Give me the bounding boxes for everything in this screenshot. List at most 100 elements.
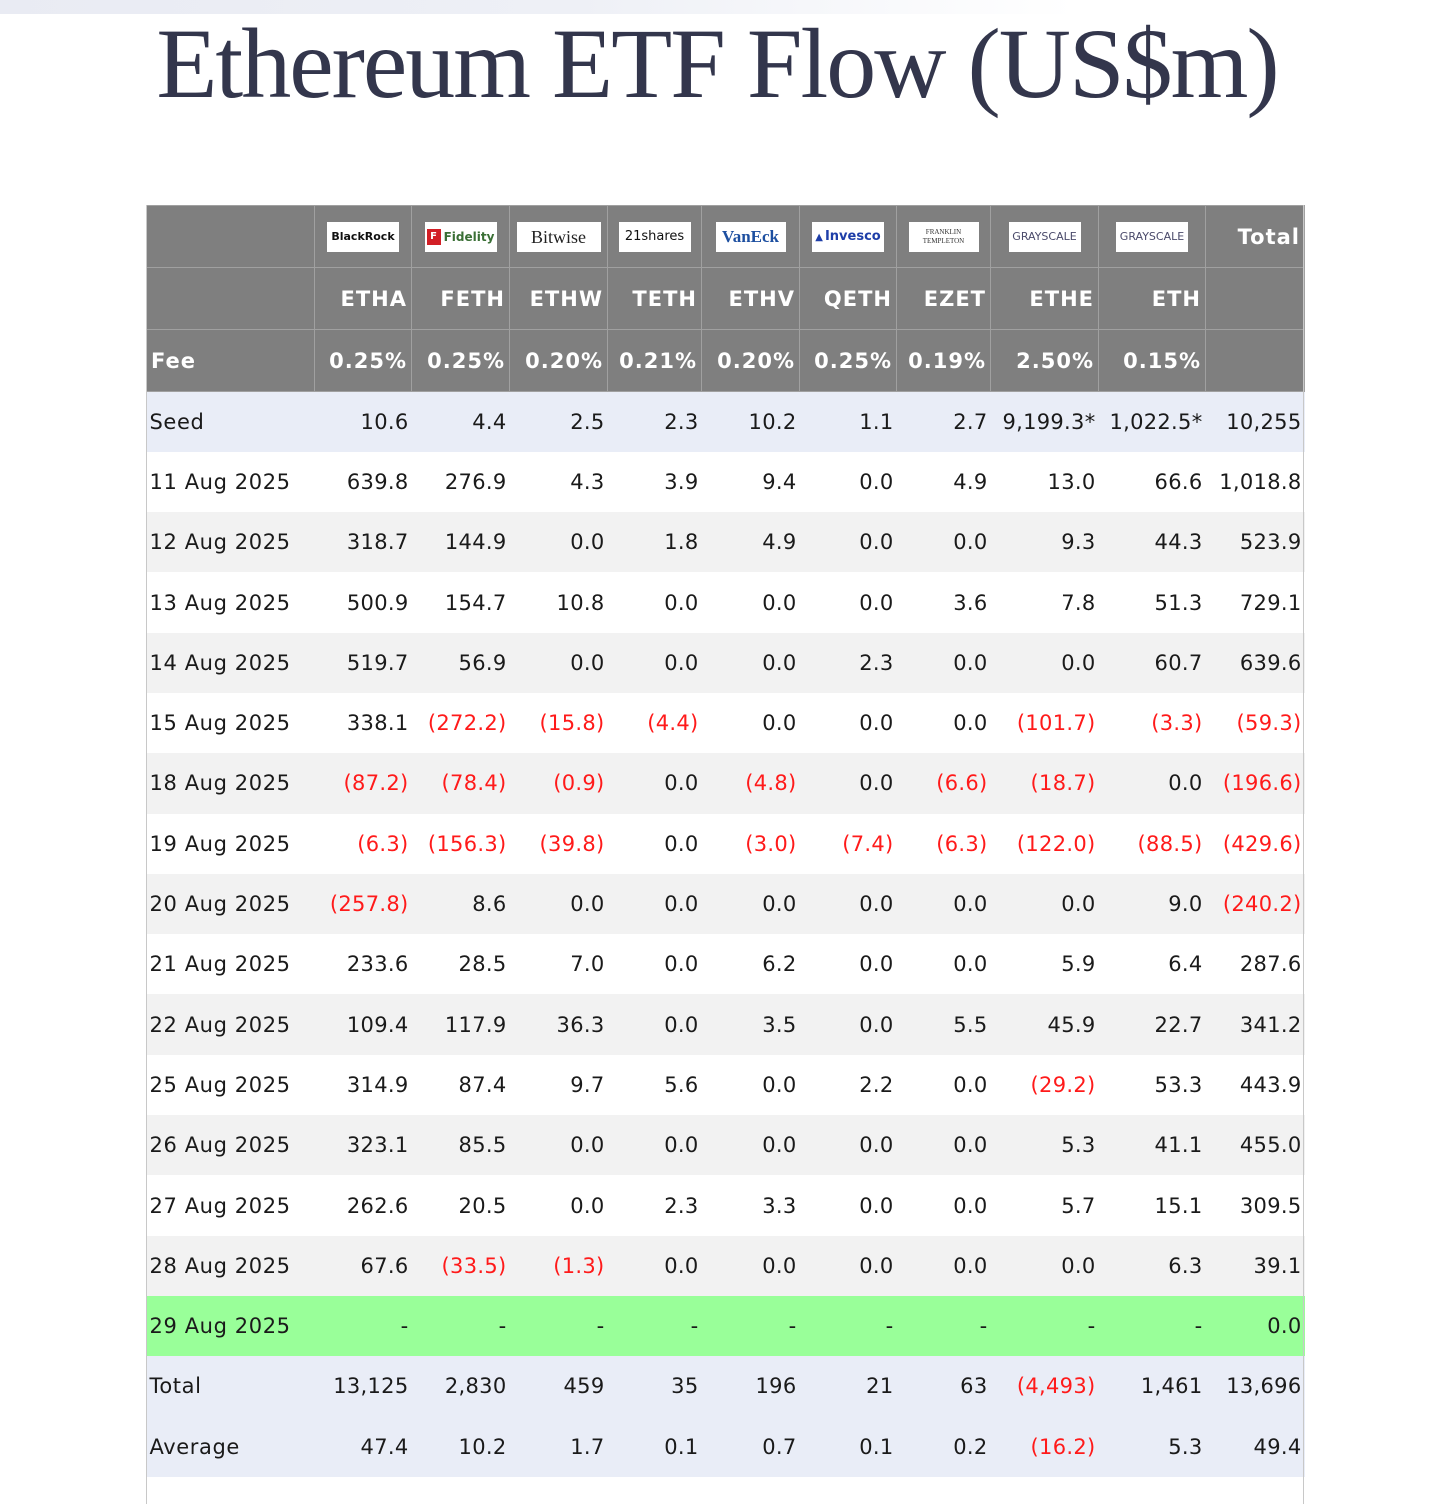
issuer-logo-cell: BlackRock <box>314 205 412 268</box>
flow-value-cell: 500.9 <box>314 572 412 633</box>
flow-value-cell: 0.0 <box>509 512 608 573</box>
flow-value-cell: (18.7) <box>990 753 1099 814</box>
flow-value-cell: 0.1 <box>607 1416 702 1477</box>
row-label: 18 Aug 2025 <box>146 753 315 814</box>
flow-value-cell: 519.7 <box>314 632 412 693</box>
flow-value-cell: 0.7 <box>701 1416 800 1477</box>
flow-value-cell: 36.3 <box>509 994 608 1055</box>
fidelity-logo-text: Fidelity <box>443 229 495 244</box>
flow-value-cell: - <box>314 1295 412 1357</box>
flow-value-cell: 0.1 <box>799 1416 897 1477</box>
flow-value-cell: 0.0 <box>799 1235 897 1296</box>
flow-value-cell: 35 <box>607 1356 702 1417</box>
flow-value-cell: 0.0 <box>799 1175 897 1236</box>
flow-value-cell: 5.9 <box>990 934 1099 995</box>
ticker-row: ETHA FETH ETHW TETH ETHV QETH EZET ETHE … <box>146 267 1305 330</box>
flow-value-cell: 5.7 <box>990 1175 1099 1236</box>
flow-value-cell: 21 <box>799 1356 897 1417</box>
franklin-templeton-logo: FRANKLIN TEMPLETON <box>908 221 979 252</box>
flow-value-cell: 3.3 <box>701 1175 800 1236</box>
flow-value-cell: - <box>896 1295 991 1357</box>
fee-value: 0.15% <box>1098 329 1206 392</box>
ticker-header: EZET <box>896 267 991 330</box>
flow-value-cell: (4.8) <box>701 753 800 814</box>
flow-value-cell: (6.3) <box>896 813 991 874</box>
row-label: 20 Aug 2025 <box>146 873 315 935</box>
table-row: 21 Aug 2025 233.6 28.5 7.0 0.0 6.2 0.0 0.0 5.9 6.… <box>146 934 1305 995</box>
flow-value-cell: (88.5) <box>1098 813 1206 874</box>
flow-value-cell: 0.0 <box>896 1235 991 1296</box>
fee-value: 0.21% <box>607 329 702 392</box>
flow-value-cell: 6.2 <box>701 934 800 995</box>
row-total-cell: 39.1 <box>1205 1235 1305 1296</box>
row-total-cell: 523.9 <box>1205 512 1305 573</box>
flow-value-cell: (15.8) <box>509 692 608 754</box>
logo-row: BlackRock F Fidelity Bitwise 21shares Van… <box>146 205 1305 268</box>
flow-value-cell: 154.7 <box>411 572 510 633</box>
flow-value-cell: (156.3) <box>411 813 510 874</box>
flow-value-cell: (101.7) <box>990 692 1099 754</box>
row-total-cell: 287.6 <box>1205 934 1305 995</box>
flow-value-cell: 7.8 <box>990 572 1099 633</box>
flow-value-cell: (3.3) <box>1098 692 1206 754</box>
flow-value-cell: 0.0 <box>896 692 991 754</box>
row-total-cell: 10,255 <box>1205 391 1305 452</box>
fee-value: 0.25% <box>411 329 510 392</box>
table-row: 28 Aug 2025 67.6 (33.5) (1.3) 0.0 0.0 0.0 0.0 0.… <box>146 1235 1305 1296</box>
flow-value-cell: 196 <box>701 1356 800 1417</box>
row-label: 13 Aug 2025 <box>146 572 315 633</box>
flow-value-cell: 3.9 <box>607 451 702 513</box>
flow-value-cell: 28.5 <box>411 934 510 995</box>
flow-value-cell: 0.0 <box>799 451 897 513</box>
flow-value-cell: 0.0 <box>896 1115 991 1176</box>
flow-value-cell: 0.0 <box>701 1115 800 1176</box>
flow-value-cell: 0.0 <box>896 873 991 935</box>
row-total-cell: 13,696 <box>1205 1356 1305 1417</box>
bitwise-logo: Bitwise <box>516 221 601 252</box>
flow-value-cell: 63 <box>896 1356 991 1417</box>
flow-value-cell: 10.8 <box>509 572 608 633</box>
flow-value-cell: 1,022.5* <box>1098 391 1206 452</box>
flow-value-cell: 0.0 <box>896 1054 991 1116</box>
flow-value-cell: - <box>509 1295 608 1357</box>
flow-value-cell: 0.0 <box>607 753 702 814</box>
flow-value-cell: 262.6 <box>314 1175 412 1236</box>
flow-value-cell: 459 <box>509 1356 608 1417</box>
flow-value-cell: 41.1 <box>1098 1115 1206 1176</box>
flow-value-cell: 0.0 <box>896 632 991 693</box>
table-row: 14 Aug 2025 519.7 56.9 0.0 0.0 0.0 2.3 0.0 0.0 60… <box>146 632 1305 693</box>
flow-value-cell: 0.0 <box>896 934 991 995</box>
row-label: 29 Aug 2025 <box>146 1295 315 1357</box>
flow-value-cell: (1.3) <box>509 1235 608 1296</box>
row-label: 14 Aug 2025 <box>146 632 315 693</box>
flow-value-cell: 3.6 <box>896 572 991 633</box>
row-total-cell: 0.0 <box>1205 1295 1305 1357</box>
flow-value-cell: 0.0 <box>701 873 800 935</box>
row-total-cell: 1,018.8 <box>1205 451 1305 513</box>
row-label: 28 Aug 2025 <box>146 1235 315 1296</box>
flow-value-cell: 2.2 <box>799 1054 897 1116</box>
flow-value-cell: 9.4 <box>701 451 800 513</box>
flow-value-cell: 0.0 <box>990 632 1099 693</box>
flow-value-cell: 0.0 <box>799 934 897 995</box>
row-label: 19 Aug 2025 <box>146 813 315 874</box>
summary-row: Average 47.4 10.2 1.7 0.1 0.7 0.1 0.2 (16.2) 5.3 4… <box>146 1416 1305 1477</box>
flow-value-cell: 0.0 <box>607 1115 702 1176</box>
flow-value-cell: 2.3 <box>607 1175 702 1236</box>
flow-value-cell: 0.0 <box>607 873 702 935</box>
flow-value-cell: 2.3 <box>607 391 702 452</box>
flow-value-cell: 0.0 <box>701 692 800 754</box>
flow-value-cell: (257.8) <box>314 873 412 935</box>
flow-value-cell: 10.2 <box>411 1416 510 1477</box>
flow-value-cell: 0.2 <box>896 1416 991 1477</box>
flow-value-cell: 0.0 <box>509 1175 608 1236</box>
flow-value-cell: 117.9 <box>411 994 510 1055</box>
header-empty-cell <box>146 267 315 330</box>
flow-value-cell: 2.3 <box>799 632 897 693</box>
flow-value-cell: 109.4 <box>314 994 412 1055</box>
flow-value-cell: 0.0 <box>509 873 608 935</box>
header-empty-cell <box>1205 329 1305 392</box>
row-label: Seed <box>146 391 315 452</box>
summary-row: Total 13,125 2,830 459 35 196 21 63 (4,493) 1,461… <box>146 1356 1305 1417</box>
flow-value-cell: - <box>1098 1295 1206 1357</box>
